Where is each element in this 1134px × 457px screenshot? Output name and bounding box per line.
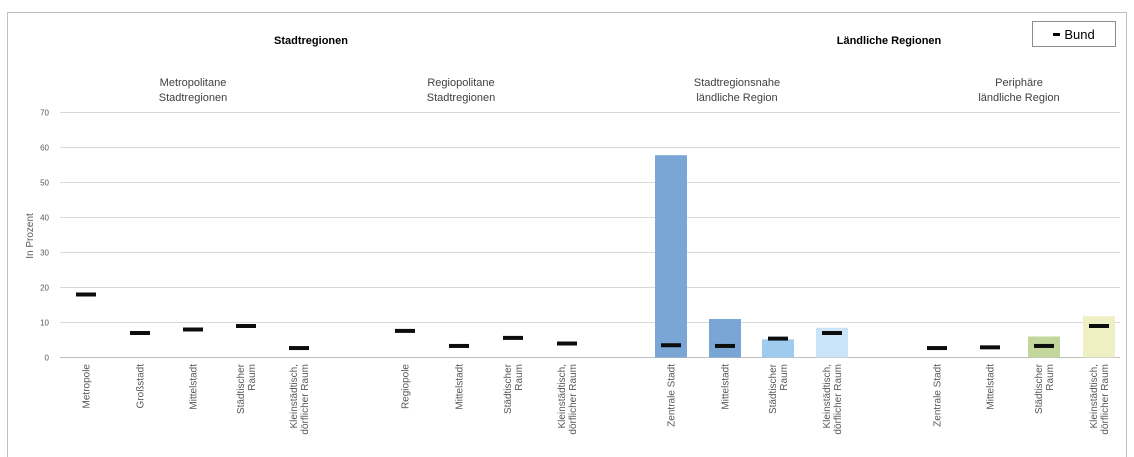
bar [655, 155, 687, 358]
group-heading: Metropolitane [160, 77, 227, 89]
category-label: Regiopole [401, 364, 412, 409]
super-group-title: Ländliche Regionen [837, 35, 942, 47]
bund-marker [822, 331, 842, 335]
category-label: Mittelstadt [721, 364, 732, 410]
y-axis-title: In Prozent [25, 213, 36, 259]
category-label: Städtischer [1034, 363, 1045, 414]
category-label: dörflicher Raum [833, 364, 844, 435]
group-heading: ländliche Region [696, 92, 777, 104]
category-label: Mittelstadt [189, 364, 200, 410]
category-label: Kleinstädtisch, [1089, 364, 1100, 428]
category-label: Mittelstadt [986, 364, 997, 410]
category-label: dörflicher Raum [1100, 364, 1111, 435]
bar [1083, 316, 1115, 358]
category-label: Städtischer [503, 363, 514, 414]
category-label: Kleinstädtisch, [289, 364, 300, 428]
chart-frame [7, 12, 1127, 457]
bund-marker [980, 345, 1000, 350]
category-label: Zentrale Stadt [667, 364, 678, 427]
group-heading: Stadtregionen [159, 92, 228, 104]
bar [709, 319, 741, 358]
bund-marker [661, 343, 681, 348]
category-label: Städtischer [236, 363, 247, 414]
y-tick-label: 50 [40, 179, 49, 188]
bund-marker [1089, 324, 1109, 328]
category-label: Kleinstädtisch, [557, 364, 568, 428]
category-label: dörflicher Raum [568, 364, 579, 435]
y-tick-label: 30 [40, 249, 49, 258]
category-label: Raum [247, 364, 258, 391]
bund-marker [130, 331, 150, 335]
category-label: Raum [1045, 364, 1056, 391]
category-label: dörflicher Raum [300, 364, 311, 435]
bund-marker [503, 335, 523, 340]
category-label: Zentrale Stadt [933, 364, 944, 427]
y-tick-label: 70 [40, 109, 49, 118]
bund-marker [1034, 343, 1054, 348]
bund-marker [236, 324, 256, 328]
category-label: Metropole [82, 364, 93, 409]
category-label: Raum [514, 364, 525, 391]
bund-marker-icon [1053, 32, 1061, 36]
group-heading: Regiopolitane [427, 77, 494, 89]
bund-marker [715, 343, 735, 348]
bund-marker [557, 341, 577, 346]
group-heading: Stadtregionen [427, 92, 496, 104]
y-tick-label: 40 [40, 214, 49, 223]
bund-marker [289, 346, 309, 351]
y-tick-label: 0 [45, 354, 50, 363]
category-label: Mittelstadt [455, 364, 466, 410]
y-tick-label: 60 [40, 144, 49, 153]
category-label: Raum [779, 364, 790, 391]
legend-label-bund: Bund [1064, 26, 1095, 42]
category-label: Städtischer [768, 363, 779, 414]
bund-marker [768, 336, 788, 341]
y-tick-label: 20 [40, 284, 49, 293]
bund-marker [183, 327, 203, 332]
y-tick-label: 10 [40, 319, 49, 328]
group-heading: Periphäre [995, 77, 1043, 89]
category-label: Kleinstädtisch, [822, 364, 833, 428]
category-label: Großstadt [136, 364, 147, 409]
super-group-title: Stadtregionen [274, 35, 348, 47]
bund-marker [927, 346, 947, 351]
legend: Bund [1032, 21, 1116, 47]
bund-marker [395, 328, 415, 333]
bund-marker [449, 343, 469, 348]
bar [762, 339, 794, 358]
bund-marker [76, 292, 96, 297]
group-heading: ländliche Region [978, 92, 1059, 104]
group-heading: Stadtregionsnahe [694, 77, 780, 89]
